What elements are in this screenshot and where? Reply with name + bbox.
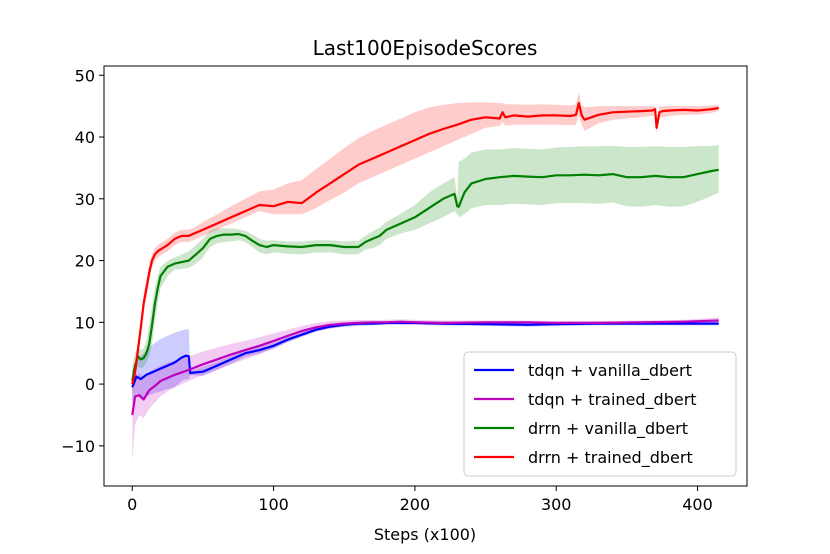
y-tick-label: 0 — [85, 375, 95, 394]
y-axis: −10 0 10 20 30 40 50 — [61, 66, 104, 456]
y-tick-label: 40 — [75, 128, 95, 147]
x-tick-label: 400 — [682, 495, 713, 514]
band-series-0 — [132, 321, 719, 403]
line-series-0 — [131, 321, 719, 388]
y-tick-label: −10 — [61, 437, 95, 456]
y-tick-label: 10 — [75, 313, 95, 332]
legend-label: tdqn + vanilla_dbert — [528, 361, 692, 381]
line-series-1 — [131, 319, 719, 416]
x-tick-label: 300 — [541, 495, 572, 514]
x-tick-label: 100 — [258, 495, 289, 514]
confidence-bands — [132, 91, 719, 462]
x-tick-label: 200 — [400, 495, 431, 514]
line-series-2 — [131, 168, 719, 382]
x-axis-label: Steps (x100) — [374, 525, 476, 544]
y-tick-label: 50 — [75, 66, 95, 85]
line-series-3 — [131, 101, 719, 385]
y-tick-label: 20 — [75, 252, 95, 271]
legend-label: drrn + trained_dbert — [528, 448, 693, 468]
legend-label: tdqn + trained_dbert — [528, 390, 697, 410]
series-lines — [131, 101, 719, 416]
x-axis: 0 100 200 300 400 — [127, 486, 713, 514]
chart-title: Last100EpisodeScores — [313, 36, 538, 60]
plot-frame — [103, 65, 748, 487]
legend-label: drrn + vanilla_dbert — [528, 419, 688, 439]
y-tick-label: 30 — [75, 190, 95, 209]
legend-box — [463, 351, 737, 477]
band-series-2 — [132, 145, 719, 394]
band-series-3 — [132, 91, 719, 391]
x-tick-label: 0 — [127, 495, 137, 514]
